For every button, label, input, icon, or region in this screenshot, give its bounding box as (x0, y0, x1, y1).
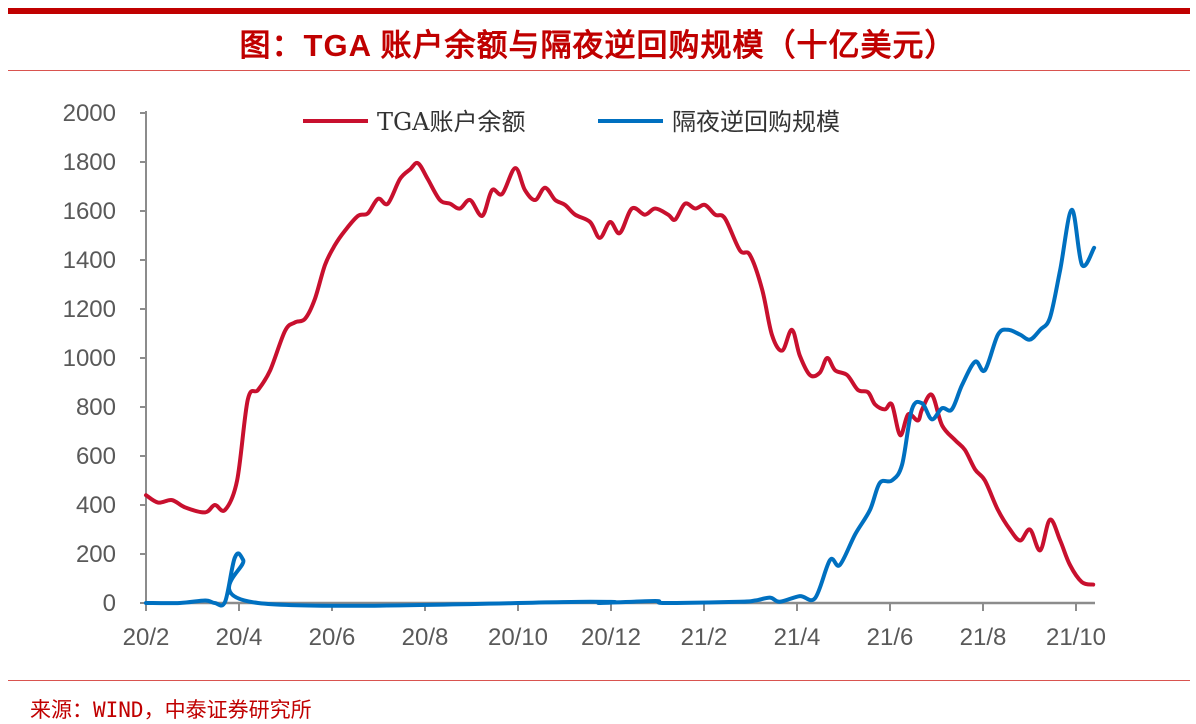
x-tick-label: 21/8 (960, 624, 1007, 651)
y-tick-label: 1600 (63, 198, 116, 225)
x-tick-label: 20/8 (402, 624, 449, 651)
footer-divider (8, 680, 1190, 681)
y-tick-label: 2000 (63, 100, 116, 127)
x-tick-label: 20/4 (216, 624, 263, 651)
x-tick-label: 20/10 (488, 624, 548, 651)
x-tick-label: 20/2 (123, 624, 170, 651)
x-tick-label: 21/2 (681, 624, 728, 651)
x-tick-label: 21/4 (774, 624, 821, 651)
y-tick-label: 1800 (63, 149, 116, 176)
reverse-repo-series-line (144, 207, 1097, 608)
y-tick-label: 1000 (63, 345, 116, 372)
source-note: 来源：WIND，中泰证券研究所 (30, 698, 312, 722)
y-tick-label: 1400 (63, 247, 116, 274)
y-tick-label: 600 (76, 443, 116, 470)
y-tick-label: 0 (103, 590, 116, 617)
y-tick-label: 800 (76, 394, 116, 421)
legend-label: TGA账户余额 (377, 108, 526, 136)
legend-label: 隔夜逆回购规模 (672, 108, 840, 136)
chart-title: 图：TGA 账户余额与隔夜逆回购规模（十亿美元） (239, 28, 957, 63)
tga-balance-series-line (144, 160, 1096, 587)
y-tick-label: 200 (76, 541, 116, 568)
x-tick-label: 20/6 (309, 624, 356, 651)
x-tick-label: 21/10 (1046, 624, 1106, 651)
x-tick-label: 21/6 (867, 624, 914, 651)
title-divider (8, 70, 1190, 71)
top-accent-bar (8, 8, 1190, 14)
x-tick-label: 20/12 (581, 624, 641, 651)
y-tick-label: 1200 (63, 296, 116, 323)
y-tick-label: 400 (76, 492, 116, 519)
